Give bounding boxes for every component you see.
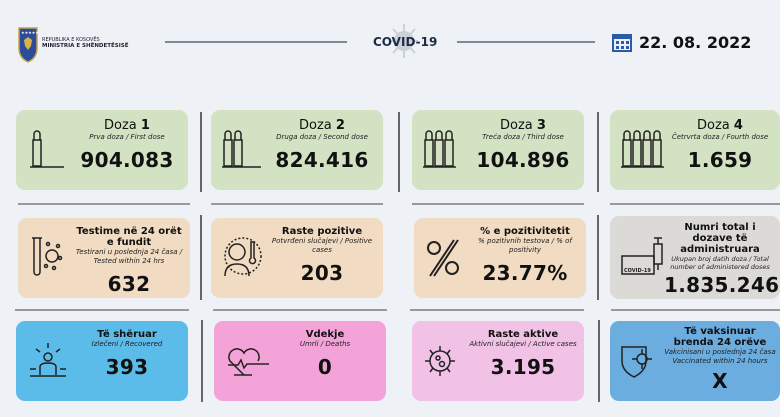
card-subtitle: Aktivni slučajevi / Active cases — [469, 340, 577, 348]
ministry-line2: MINISTRIA E SHËNDETËSISË — [42, 43, 129, 49]
card-title: Raste aktive — [487, 329, 559, 340]
dose-number: 2 — [335, 118, 345, 133]
card-dose-2: Doza 2 Druga doza / Second dose 824.416 — [211, 110, 383, 190]
card-title: Numri total i dozave të administruara — [680, 222, 760, 255]
card-title: % e pozitivitetit — [480, 226, 570, 237]
card-subtitle: Izlečeni / Recovered — [91, 340, 163, 348]
test-tube-icon — [32, 237, 63, 276]
card-value: 3.195 — [490, 355, 556, 379]
card-subtitle: Treća doza / Third dose — [482, 133, 564, 141]
card-deaths: Vdekje Umrli / Deaths 0 — [214, 321, 386, 401]
card-tests-24h: Testime në 24 orët e fundit Testirani u p… — [18, 218, 190, 298]
divider — [18, 203, 190, 205]
kosovo-coat-of-arms-logo: ★★★★★ — [18, 27, 38, 63]
card-title: Raste pozitive — [281, 226, 363, 237]
divider — [598, 320, 600, 402]
card-subtitle: Ukupan broj datih doza / Total number of… — [670, 255, 770, 271]
divider — [597, 112, 599, 192]
card-subtitle: Vakcinisani u poslednja 24 časa Vaccinat… — [664, 348, 776, 365]
virus-watermark-icon — [390, 24, 418, 58]
divider — [610, 203, 780, 205]
header-divider-right — [457, 41, 595, 43]
two-vials-icon — [222, 130, 261, 168]
divider — [611, 309, 780, 311]
card-value: 104.896 — [476, 148, 570, 172]
ministry-name: REPUBLIKA E KOSOVËS MINISTRIA E SHËNDETËS… — [42, 37, 129, 49]
card-value: 393 — [105, 355, 149, 379]
heartbeat-icon — [228, 348, 269, 376]
card-total-doses: COVID-19 Numri total i dozave të adminis… — [610, 216, 780, 299]
card-active-cases: Raste aktive Aktivni slučajevi / Active c… — [412, 321, 584, 401]
ministry-line1: REPUBLIKA E KOSOVËS — [42, 37, 100, 43]
divider — [200, 215, 202, 300]
fever-person-icon — [224, 237, 262, 277]
card-value: 824.416 — [275, 148, 369, 172]
svg-text:★★★★★: ★★★★★ — [21, 30, 38, 35]
percent-icon — [427, 239, 459, 277]
card-subtitle: % pozitivnih testova / % of positivity — [478, 237, 572, 254]
card-positive-cases: Raste pozitive Potvrđeni slučajevi / Posi… — [211, 218, 383, 298]
shield-virus-icon — [621, 346, 652, 378]
card-positivity: % e pozitivitetit% pozitivnih testova / … — [414, 218, 586, 298]
card-dose-1: Doza 1 Prva doza / First dose 904.083 — [16, 110, 188, 190]
card-value: X — [712, 369, 728, 393]
card-value: 1.835.246 — [664, 273, 780, 297]
card-title: Doza — [104, 118, 137, 133]
card-value: 632 — [107, 272, 151, 296]
calendar-icon — [612, 34, 632, 52]
divider — [211, 203, 383, 205]
dose-number: 4 — [733, 118, 743, 133]
card-value: 23.77% — [482, 261, 568, 285]
vaccine-certificate-icon: COVID-19 — [621, 237, 663, 275]
divider — [15, 309, 189, 311]
card-value: 203 — [300, 261, 344, 285]
header-divider-left — [165, 41, 347, 43]
four-vials-icon — [621, 130, 664, 168]
divider — [597, 215, 599, 300]
card-title: Vdekje — [305, 329, 345, 340]
vial-icon — [30, 130, 64, 168]
divider — [200, 112, 202, 192]
divider — [201, 320, 203, 402]
card-dose-3: Doza 3 Treća doza / Third dose 104.896 — [412, 110, 584, 190]
recovered-person-icon — [30, 343, 66, 377]
card-title: Të vaksinuar brenda 24 orëve — [673, 326, 767, 348]
card-title: Doza — [500, 118, 533, 133]
card-subtitle: Testirani u poslednja 24 časa / Tested w… — [75, 248, 183, 265]
card-subtitle: Prva doza / First dose — [89, 133, 165, 141]
card-value: 904.083 — [80, 148, 174, 172]
card-subtitle: Potvrđeni slučajevi / Positive cases — [271, 237, 373, 254]
card-subtitle: Umrli / Deaths — [299, 340, 351, 348]
card-title: Doza — [299, 118, 332, 133]
virus-icon — [425, 346, 455, 376]
divider — [213, 309, 387, 311]
card-vaccinated-24h: Të vaksinuar brenda 24 orëve Vakcinisani … — [610, 321, 780, 401]
divider — [410, 309, 584, 311]
header: ★★★★★ REPUBLIKA E KOSOVËS MINISTRIA E SHË… — [0, 0, 780, 80]
report-date: 22. 08. 2022 — [639, 33, 752, 52]
card-value: 1.659 — [687, 148, 753, 172]
card-dose-4: Doza 4 Četrvrta doza / Fourth dose 1.659 — [610, 110, 780, 190]
divider — [398, 112, 400, 192]
dose-number: 3 — [536, 118, 546, 133]
divider — [412, 203, 584, 205]
card-subtitle: Četrvrta doza / Fourth dose — [671, 133, 769, 141]
card-title: Doza — [697, 118, 730, 133]
covid-title: COVID-19 — [373, 35, 438, 49]
card-recovered: Të shëruar Izlečeni / Recovered 393 — [16, 321, 188, 401]
card-title: Të shëruar — [97, 329, 157, 340]
card-title: Testime në 24 orët e fundit — [76, 226, 182, 248]
covid-badge: COVID-19 — [624, 268, 651, 274]
three-vials-icon — [423, 130, 456, 168]
dose-number: 1 — [140, 118, 150, 133]
card-subtitle: Druga doza / Second dose — [276, 133, 368, 141]
card-value: 0 — [317, 355, 333, 379]
